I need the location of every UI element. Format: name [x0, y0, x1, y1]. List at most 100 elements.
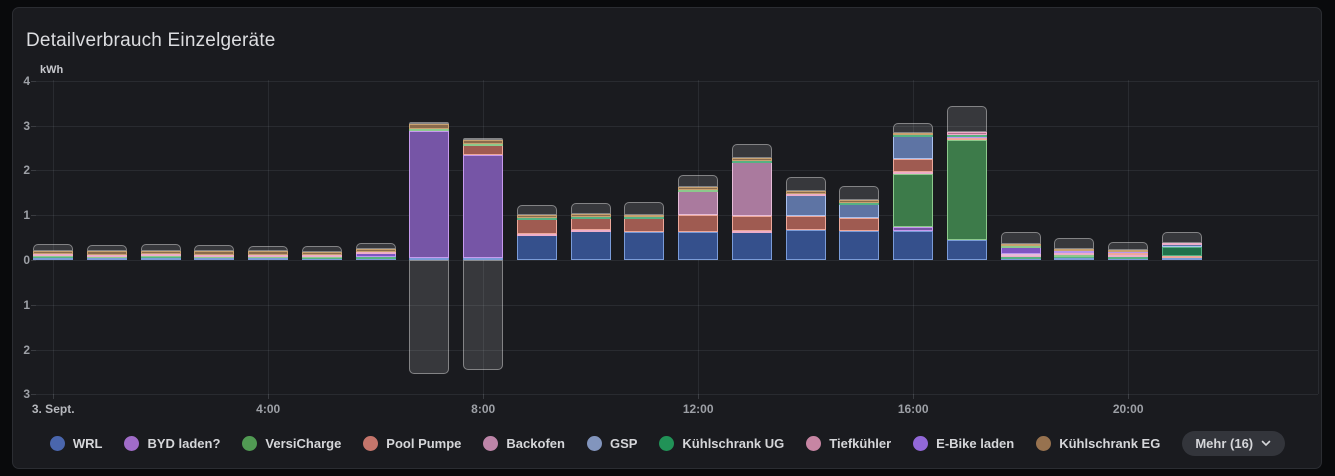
bar-segment-rest[interactable] — [624, 202, 665, 215]
bar-segment-k-hlschrank-eg[interactable] — [33, 251, 74, 255]
bar-segment-k-hlschrank-eg[interactable] — [785, 191, 826, 194]
legend-item-gsp[interactable]: GSP — [586, 435, 637, 451]
bar-segment-tiefk-hler[interactable] — [785, 193, 826, 196]
bar-segment-k-hlschrank-eg[interactable] — [516, 215, 557, 218]
bar-segment-k-hlschrank-ug[interactable] — [893, 135, 934, 137]
legend-item-wrl[interactable]: WRL — [49, 435, 102, 451]
bar-segment-wrl[interactable] — [409, 258, 450, 261]
bar-segment-pool-pumpe[interactable] — [570, 217, 611, 231]
bar-segment-wrl[interactable] — [731, 232, 772, 260]
bar-segment-rest[interactable] — [86, 245, 127, 252]
legend-item-tiefk-hler[interactable]: Tiefkühler — [806, 435, 891, 451]
bar-segment-k-hlschrank-ug[interactable] — [624, 217, 665, 220]
bar-segment-wrl[interactable] — [140, 257, 181, 260]
bar-segment-backofen[interactable] — [678, 191, 719, 215]
legend-item-versicharge[interactable]: VersiCharge — [242, 435, 341, 451]
bar-segment-tiefk-hler[interactable] — [355, 252, 396, 255]
bar-segment-tiefk-hler[interactable] — [140, 254, 181, 257]
bar-segment-rest[interactable] — [140, 244, 181, 252]
bar-segment-versicharge[interactable] — [678, 190, 719, 193]
bar-segment-wrl[interactable] — [33, 257, 74, 260]
bar-segment-pool-pumpe[interactable] — [785, 215, 826, 231]
bar-segment-k-hlschrank-ug[interactable] — [1108, 256, 1149, 259]
bar-segment-wrl[interactable] — [785, 230, 826, 260]
bar-segment-rest[interactable] — [570, 203, 611, 215]
bar-segment-rest[interactable] — [463, 138, 504, 141]
bar-segment-pool-pumpe[interactable] — [839, 218, 880, 232]
bar-segment-rest[interactable] — [678, 175, 719, 188]
bar-segment-backofen[interactable] — [731, 161, 772, 217]
bar-segment-k-hlschrank-eg[interactable] — [570, 214, 611, 217]
bar-segment-wrl[interactable] — [463, 258, 504, 261]
legend-item-pool-pumpe[interactable]: Pool Pumpe — [363, 435, 461, 451]
bar-segment-tiefk-hler[interactable] — [194, 254, 235, 257]
bar-segment-k-hlschrank-eg[interactable] — [731, 157, 772, 161]
bar-segment-negative-rest[interactable] — [463, 260, 504, 370]
bar-segment-rest[interactable] — [946, 106, 987, 133]
bar-segment-tiefk-hler[interactable] — [893, 172, 934, 175]
bar-segment-backofen[interactable] — [1000, 253, 1041, 256]
bar-segment-k-hlschrank-eg[interactable] — [839, 200, 880, 203]
bar-segment-k-hlschrank-ug[interactable] — [1000, 256, 1041, 259]
bar-segment-k-hlschrank-eg[interactable] — [893, 133, 934, 136]
bar-segment-tiefk-hler[interactable] — [1161, 242, 1202, 245]
bar-segment-wrl[interactable] — [624, 232, 665, 260]
bar-segment-k-hlschrank-eg[interactable] — [463, 139, 504, 144]
bar-segment-rest[interactable] — [194, 245, 235, 252]
bar-segment-tiefk-hler[interactable] — [1054, 253, 1095, 256]
bar-segment-wrl[interactable] — [570, 231, 611, 260]
bar-segment-tiefk-hler[interactable] — [516, 234, 557, 237]
bar-segment-pool-pumpe[interactable] — [516, 218, 557, 234]
bar-segment-pool-pumpe[interactable] — [463, 145, 504, 156]
bar-segment-gsp[interactable] — [839, 203, 880, 219]
bar-segment-k-hlschrank-ug[interactable] — [516, 217, 557, 220]
bar-segment-rest[interactable] — [1161, 231, 1202, 243]
bar-segment-k-hlschrank-eg[interactable] — [355, 249, 396, 253]
bar-segment-pool-pumpe[interactable] — [731, 216, 772, 231]
bar-segment-k-hlschrank-eg[interactable] — [1054, 248, 1095, 252]
bar-segment-tiefk-hler[interactable] — [301, 255, 342, 258]
bar-segment-tiefk-hler[interactable] — [86, 254, 127, 257]
bar-segment-rest[interactable] — [1054, 238, 1095, 249]
bar-segment-pool-pumpe[interactable] — [624, 218, 665, 233]
bar-segment-pool-pumpe[interactable] — [1161, 255, 1202, 259]
bar-segment-k-hlschrank-eg[interactable] — [1000, 243, 1041, 246]
legend-item-backofen[interactable]: Backofen — [483, 435, 565, 451]
bar-segment-byd-laden-[interactable] — [463, 155, 504, 259]
bar-segment-versicharge[interactable] — [893, 173, 934, 228]
bar-segment-negative-rest[interactable] — [409, 260, 450, 375]
bar-segment-rest[interactable] — [516, 204, 557, 216]
bar-segment-versicharge[interactable] — [1054, 255, 1095, 258]
bar-segment-k-hlschrank-eg[interactable] — [248, 251, 289, 255]
bar-segment-pool-pumpe[interactable] — [1108, 253, 1149, 256]
bar-segment-pool-pumpe[interactable] — [946, 138, 987, 141]
bar-segment-tiefk-hler[interactable] — [248, 254, 289, 257]
bar-segment-rest[interactable] — [893, 123, 934, 134]
bar-segment-rest[interactable] — [355, 242, 396, 250]
bar-segment-versicharge[interactable] — [1000, 245, 1041, 248]
bar-segment-k-hlschrank-eg[interactable] — [678, 187, 719, 191]
bar-segment-k-hlschrank-eg[interactable] — [301, 251, 342, 256]
bar-segment-byd-laden-[interactable] — [409, 130, 450, 259]
bar-segment-gsp[interactable] — [785, 195, 826, 216]
legend-item-k-hlschrank-ug[interactable]: Kühlschrank UG — [659, 435, 784, 451]
bar-segment-rest[interactable] — [248, 245, 289, 252]
legend-item-byd-laden-[interactable]: BYD laden? — [124, 435, 220, 451]
bar-segment-k-hlschrank-ug[interactable] — [731, 160, 772, 163]
bar-segment-k-hlschrank-ug[interactable] — [946, 134, 987, 137]
bar-segment-k-hlschrank-ug[interactable] — [570, 216, 611, 219]
bar-segment-pool-pumpe[interactable] — [678, 214, 719, 232]
bar-segment-wrl[interactable] — [1161, 258, 1202, 261]
bar-segment-gsp[interactable] — [893, 136, 934, 159]
bar-segment-tiefk-hler[interactable] — [570, 230, 611, 233]
bar-segment-rest[interactable] — [33, 244, 74, 252]
bar-segment-k-hlschrank-eg[interactable] — [409, 124, 450, 129]
bar-segment-k-hlschrank-eg[interactable] — [624, 214, 665, 218]
bar-segment-rest[interactable] — [409, 122, 450, 125]
bar-segment-byd-laden-[interactable] — [893, 227, 934, 231]
bar-segment-wrl[interactable] — [946, 239, 987, 260]
bar-segment-k-hlschrank-eg[interactable] — [194, 251, 235, 255]
bar-segment-rest[interactable] — [785, 176, 826, 192]
bar-segment-rest[interactable] — [839, 186, 880, 201]
bar-segment-k-hlschrank-ug[interactable] — [355, 256, 396, 259]
